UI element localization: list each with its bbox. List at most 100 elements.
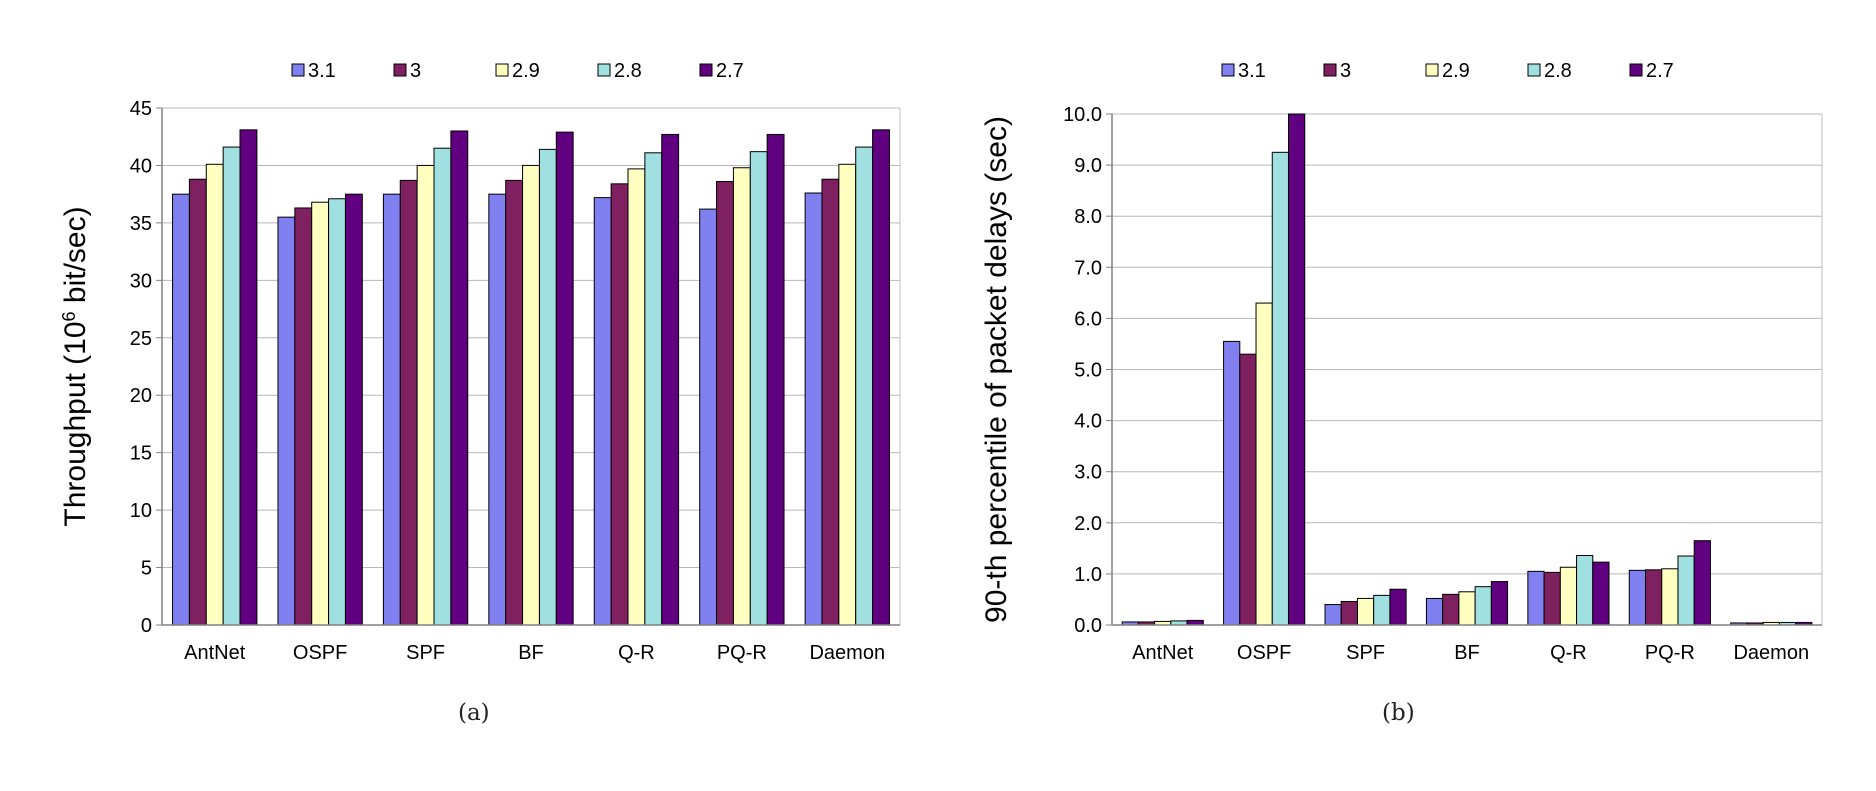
bar [1373,594,1391,626]
bar [1693,540,1711,626]
y-tick-label: 30 [130,270,152,292]
bar [855,146,874,626]
y-tick-label: 35 [130,213,152,235]
y-tick-label: 5 [141,558,152,580]
bar [239,129,258,626]
bar [505,179,524,626]
bar [1576,555,1594,626]
legend-swatch [597,63,611,77]
y-tick-label: 0 [141,615,152,637]
bar [1592,561,1610,626]
bar [1287,113,1306,626]
bar [872,129,890,626]
bar [699,208,718,626]
bar [188,178,207,626]
bar [522,164,540,626]
bar [1645,569,1663,626]
x-tick-label: SPF [406,642,445,664]
legend-label: 3 [1340,60,1351,82]
bar [1389,588,1407,626]
caption-b: (b) [1382,700,1415,726]
bar [804,192,823,626]
legend-swatch [495,63,509,77]
legend-swatch [1323,63,1337,77]
y-tick-label: 25 [130,328,152,350]
bar [1661,568,1679,626]
x-tick-label: BF [518,642,544,664]
bar [1527,570,1545,626]
bar [593,197,612,626]
legend-label: 2.9 [512,60,540,82]
y-tick-label: 0.0 [1074,615,1102,637]
legend-swatch [1221,63,1235,77]
bar [1677,555,1695,626]
legend-label: 3.1 [1238,60,1266,82]
bar [1223,340,1241,626]
y-tick-label: 10 [130,500,152,522]
y-axis-title: Throughput (106 bit/sec) [59,206,92,526]
bar [222,146,241,626]
bar [172,193,190,626]
legend-label: 2.7 [1646,60,1674,82]
bar [488,193,507,626]
bar [311,201,330,626]
y-tick-label: 1.0 [1074,564,1102,586]
bar [1255,302,1273,626]
x-tick-label: PQ-R [1645,642,1695,664]
bar [1425,597,1444,626]
legend-label: 3 [410,60,421,82]
bar [382,193,401,626]
bar [416,164,435,626]
bar [399,179,418,626]
bar [555,131,574,626]
legend-swatch [1527,63,1541,77]
delay-chart: 0.0 1.0 2.0 3.0 4.0 5.0 6.0 7.0 8.0 9.0 10.0 AntNet… [980,60,1823,664]
y-tick-label: 10.0 [1063,104,1102,126]
x-tick-label: OSPF [293,642,347,664]
bar [433,147,452,626]
bar [838,163,857,626]
bar [450,130,469,626]
bar [277,216,296,626]
bar [328,198,346,626]
y-tick-label: 4.0 [1074,411,1102,433]
legend-label: 2.7 [716,60,744,82]
legend-swatch [393,63,407,77]
bar [1271,151,1289,626]
bar [1474,586,1492,626]
y-tick-label: 40 [130,155,152,177]
bar [716,181,734,626]
bar [1356,597,1375,626]
bar [821,178,840,626]
x-tick-label: Q-R [1550,642,1587,664]
bar [766,133,785,626]
bar [1490,581,1509,626]
legend-label: 2.8 [1544,60,1572,82]
legend-label: 3.1 [308,60,336,82]
x-tick-label: AntNet [184,642,246,664]
y-tick-label: 45 [130,98,152,120]
legend-swatch [291,63,305,77]
bar [610,183,629,626]
y-tick-label: 2.0 [1074,513,1102,535]
x-tick-label: Q-R [618,642,655,664]
legend-swatch [1425,63,1439,77]
caption-a: (a) [458,700,490,726]
x-tick-label: BF [1454,642,1480,664]
bar [538,148,557,626]
bar [644,152,663,626]
legend-label: 2.8 [614,60,642,82]
x-tick-label: SPF [1346,642,1385,664]
bar [1324,604,1342,626]
bar [294,207,313,626]
y-tick-label: 20 [130,385,152,407]
bar [1458,591,1476,626]
y-tick-label: 7.0 [1074,257,1102,279]
legend-swatch [1629,63,1643,77]
throughput-chart: 0 5 10 15 20 25 30 35 40 45 AntNet OSPF SPF BF Q-R PQ-R… [59,60,901,664]
x-tick-label: Daemon [1733,642,1809,664]
bar [1559,566,1578,626]
x-tick-label: OSPF [1237,642,1291,664]
x-tick-label: PQ-R [717,642,767,664]
bar [1442,593,1460,626]
